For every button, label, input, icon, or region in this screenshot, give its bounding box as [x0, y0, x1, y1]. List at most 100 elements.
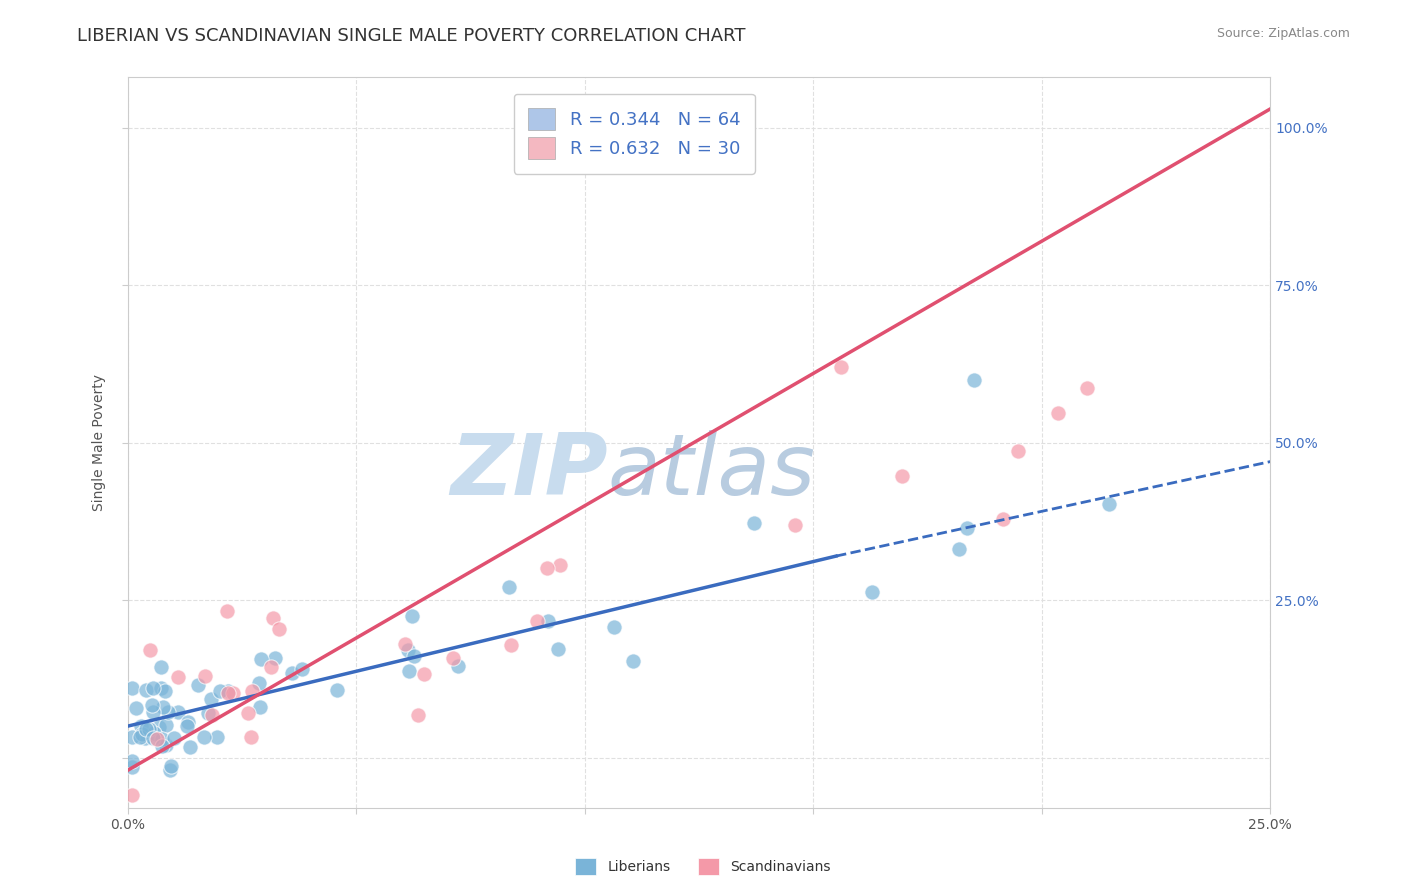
Point — [547, 641, 569, 656]
Text: Source: ZipAtlas.com: Source: ZipAtlas.com — [1216, 27, 1350, 40]
Point — [263, 651, 285, 665]
Point — [167, 705, 190, 719]
Point — [326, 682, 349, 697]
Point — [537, 614, 560, 628]
Point — [148, 720, 170, 734]
Text: LIBERIAN VS SCANDINAVIAN SINGLE MALE POVERTY CORRELATION CHART: LIBERIAN VS SCANDINAVIAN SINGLE MALE POV… — [77, 27, 745, 45]
Point — [1007, 443, 1029, 458]
Point — [217, 604, 239, 618]
Point — [401, 609, 423, 624]
Point — [412, 667, 434, 681]
Point — [135, 723, 157, 737]
Legend: Liberians, Scandinavians: Liberians, Scandinavians — [569, 853, 837, 880]
Point — [860, 585, 883, 599]
Point — [187, 678, 209, 692]
Point — [238, 706, 260, 721]
Point — [201, 708, 224, 723]
Point — [991, 512, 1014, 526]
Point — [890, 469, 912, 483]
Point — [955, 521, 977, 535]
Point — [125, 701, 148, 715]
Point — [197, 706, 219, 720]
Point — [159, 763, 181, 777]
Point — [217, 686, 239, 700]
Point — [121, 789, 143, 803]
Point — [742, 516, 765, 530]
Point — [157, 705, 180, 719]
Point — [138, 722, 160, 736]
Point — [129, 730, 152, 744]
Point — [447, 659, 470, 673]
Legend: R = 0.344   N = 64, R = 0.632   N = 30: R = 0.344 N = 64, R = 0.632 N = 30 — [513, 94, 755, 174]
Point — [501, 638, 523, 652]
Point — [149, 660, 172, 674]
Point — [135, 683, 157, 698]
Point — [149, 681, 172, 695]
Point — [222, 686, 245, 700]
Point — [142, 706, 165, 720]
Point — [193, 730, 215, 744]
Point — [267, 623, 290, 637]
Point — [194, 669, 217, 683]
Point — [498, 580, 520, 594]
Point — [260, 659, 283, 673]
Point — [783, 518, 806, 533]
Point — [129, 719, 152, 733]
Point — [152, 699, 174, 714]
Point — [139, 642, 162, 657]
Point — [623, 654, 645, 668]
Point — [948, 541, 970, 556]
Point — [1076, 381, 1098, 395]
Point — [240, 684, 263, 698]
Point — [121, 754, 143, 768]
Point — [404, 648, 426, 663]
Point — [396, 642, 419, 657]
Point — [152, 731, 174, 746]
Point — [394, 637, 416, 651]
Point — [177, 715, 200, 730]
Point — [121, 760, 143, 774]
Point — [176, 719, 198, 733]
Point — [239, 731, 262, 745]
Point — [146, 732, 169, 747]
Point — [548, 558, 571, 572]
Point — [963, 373, 986, 387]
Point — [179, 739, 201, 754]
Point — [163, 731, 186, 745]
Point — [526, 614, 548, 628]
Point — [536, 561, 558, 575]
Point — [150, 739, 173, 753]
Point — [141, 698, 163, 712]
Point — [142, 681, 165, 695]
Point — [217, 683, 239, 698]
Point — [121, 681, 143, 696]
Point — [121, 730, 143, 744]
Point — [205, 730, 228, 744]
Point — [1098, 497, 1121, 511]
Point — [262, 611, 284, 625]
Point — [830, 360, 852, 375]
Point — [200, 692, 222, 706]
Point — [247, 676, 270, 690]
Point — [160, 759, 183, 773]
Point — [443, 650, 465, 665]
Point — [408, 707, 430, 722]
Point — [249, 699, 271, 714]
Point — [208, 684, 231, 698]
Point — [603, 620, 626, 634]
Y-axis label: Single Male Poverty: Single Male Poverty — [93, 375, 107, 511]
Point — [155, 739, 177, 753]
Point — [134, 731, 156, 745]
Text: atlas: atlas — [607, 431, 815, 514]
Point — [153, 683, 176, 698]
Point — [166, 670, 188, 684]
Point — [1046, 406, 1069, 420]
Point — [131, 727, 153, 741]
Point — [398, 664, 420, 678]
Point — [250, 652, 273, 666]
Point — [155, 718, 177, 732]
Text: ZIP: ZIP — [450, 431, 607, 514]
Point — [291, 662, 314, 676]
Point — [143, 726, 166, 740]
Point — [142, 731, 165, 745]
